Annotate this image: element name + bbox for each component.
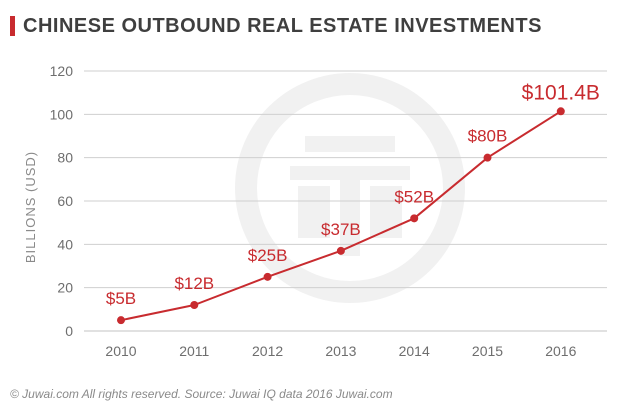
- data-label: $5B: [106, 289, 136, 308]
- x-tick-layer: 2010 2011 2012 2013 2014 2015 2016: [105, 343, 576, 359]
- y-tick-label: 100: [50, 106, 74, 122]
- watermark-bar-left: [298, 186, 330, 238]
- data-point: [483, 153, 492, 162]
- y-tick-label: 0: [65, 323, 73, 339]
- y-tick-label: 40: [57, 236, 73, 252]
- data-point: [336, 246, 345, 255]
- juwai-logo-watermark-icon: [235, 73, 465, 303]
- x-tick-label: 2010: [105, 343, 136, 359]
- data-point: [556, 107, 565, 116]
- y-tick-label: 60: [57, 193, 73, 209]
- data-label: $37B: [321, 220, 361, 239]
- data-label: $101.4B: [522, 81, 600, 104]
- data-label: $12B: [174, 274, 214, 293]
- chart-title: CHINESE OUTBOUND REAL ESTATE INVESTMENTS: [23, 14, 542, 37]
- data-point: [410, 214, 419, 223]
- watermark-bar-middle: [290, 166, 410, 180]
- data-label: $80B: [468, 127, 508, 146]
- x-tick-label: 2012: [252, 343, 283, 359]
- x-tick-label: 2016: [545, 343, 576, 359]
- grid-layer: [84, 70, 607, 332]
- source-footer: © Juwai.com All rights reserved. Source:…: [10, 387, 393, 401]
- watermark: [235, 73, 465, 303]
- data-point: [263, 272, 272, 281]
- x-tick-label: 2014: [399, 343, 430, 359]
- y-axis-label: BILLIONS (USD): [23, 151, 38, 263]
- x-tick-label: 2015: [472, 343, 503, 359]
- data-label-layer: $5B $12B $25B $37B $52B $80B $101.4B: [106, 81, 600, 308]
- title-marker: [10, 16, 15, 36]
- watermark-bar-top: [305, 136, 395, 152]
- x-tick-label: 2011: [179, 343, 209, 359]
- series-layer: [117, 107, 565, 325]
- title-block: CHINESE OUTBOUND REAL ESTATE INVESTMENTS: [10, 12, 542, 40]
- y-tick-label: 120: [50, 63, 74, 79]
- data-point: [190, 301, 199, 309]
- x-tick-label: 2013: [325, 343, 356, 359]
- data-label: $52B: [394, 187, 434, 206]
- y-tick-label: 80: [57, 150, 73, 166]
- y-tick-label: 20: [57, 280, 73, 296]
- watermark-bar-right: [370, 186, 402, 238]
- watermark-stem: [340, 180, 360, 256]
- data-point: [117, 316, 125, 325]
- data-label: $25B: [248, 246, 288, 265]
- y-tick-layer: 0 20 40 60 80 100 120: [50, 63, 74, 339]
